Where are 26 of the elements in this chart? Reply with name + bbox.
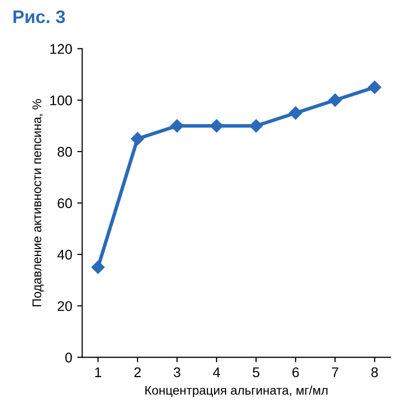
- y-tick-label: 120: [50, 44, 72, 54]
- point: [91, 260, 105, 274]
- point: [249, 119, 263, 132]
- point: [289, 106, 302, 120]
- point: [210, 119, 224, 132]
- x-tick-label: 8: [371, 367, 378, 378]
- point: [368, 80, 382, 94]
- y-tick-label: 80: [58, 146, 72, 157]
- point: [130, 132, 144, 146]
- x-tick-label: 1: [95, 368, 102, 378]
- chart-title: Рис. 3: [14, 10, 65, 24]
- point: [328, 94, 342, 107]
- x-tick-label: 5: [252, 368, 260, 378]
- point: [170, 119, 184, 132]
- y-tick-label: 60: [58, 198, 72, 208]
- x-tick-label: 3: [174, 367, 180, 378]
- x-axis-title: Концентрация альгината, мг/мл: [145, 386, 328, 398]
- x-tick-label: 6: [292, 367, 299, 378]
- y-axis-title: Подавление активности пепсина, %: [32, 99, 44, 306]
- x-tick-label: 7: [332, 368, 338, 378]
- y-tick-label: 100: [50, 95, 72, 106]
- y-tick-label: 40: [57, 250, 72, 260]
- y-tick-label: 0: [65, 352, 72, 362]
- x-tick-label: 4: [213, 368, 220, 378]
- x-tick-label: 2: [134, 367, 141, 378]
- y-tick-label: 20: [58, 301, 72, 312]
